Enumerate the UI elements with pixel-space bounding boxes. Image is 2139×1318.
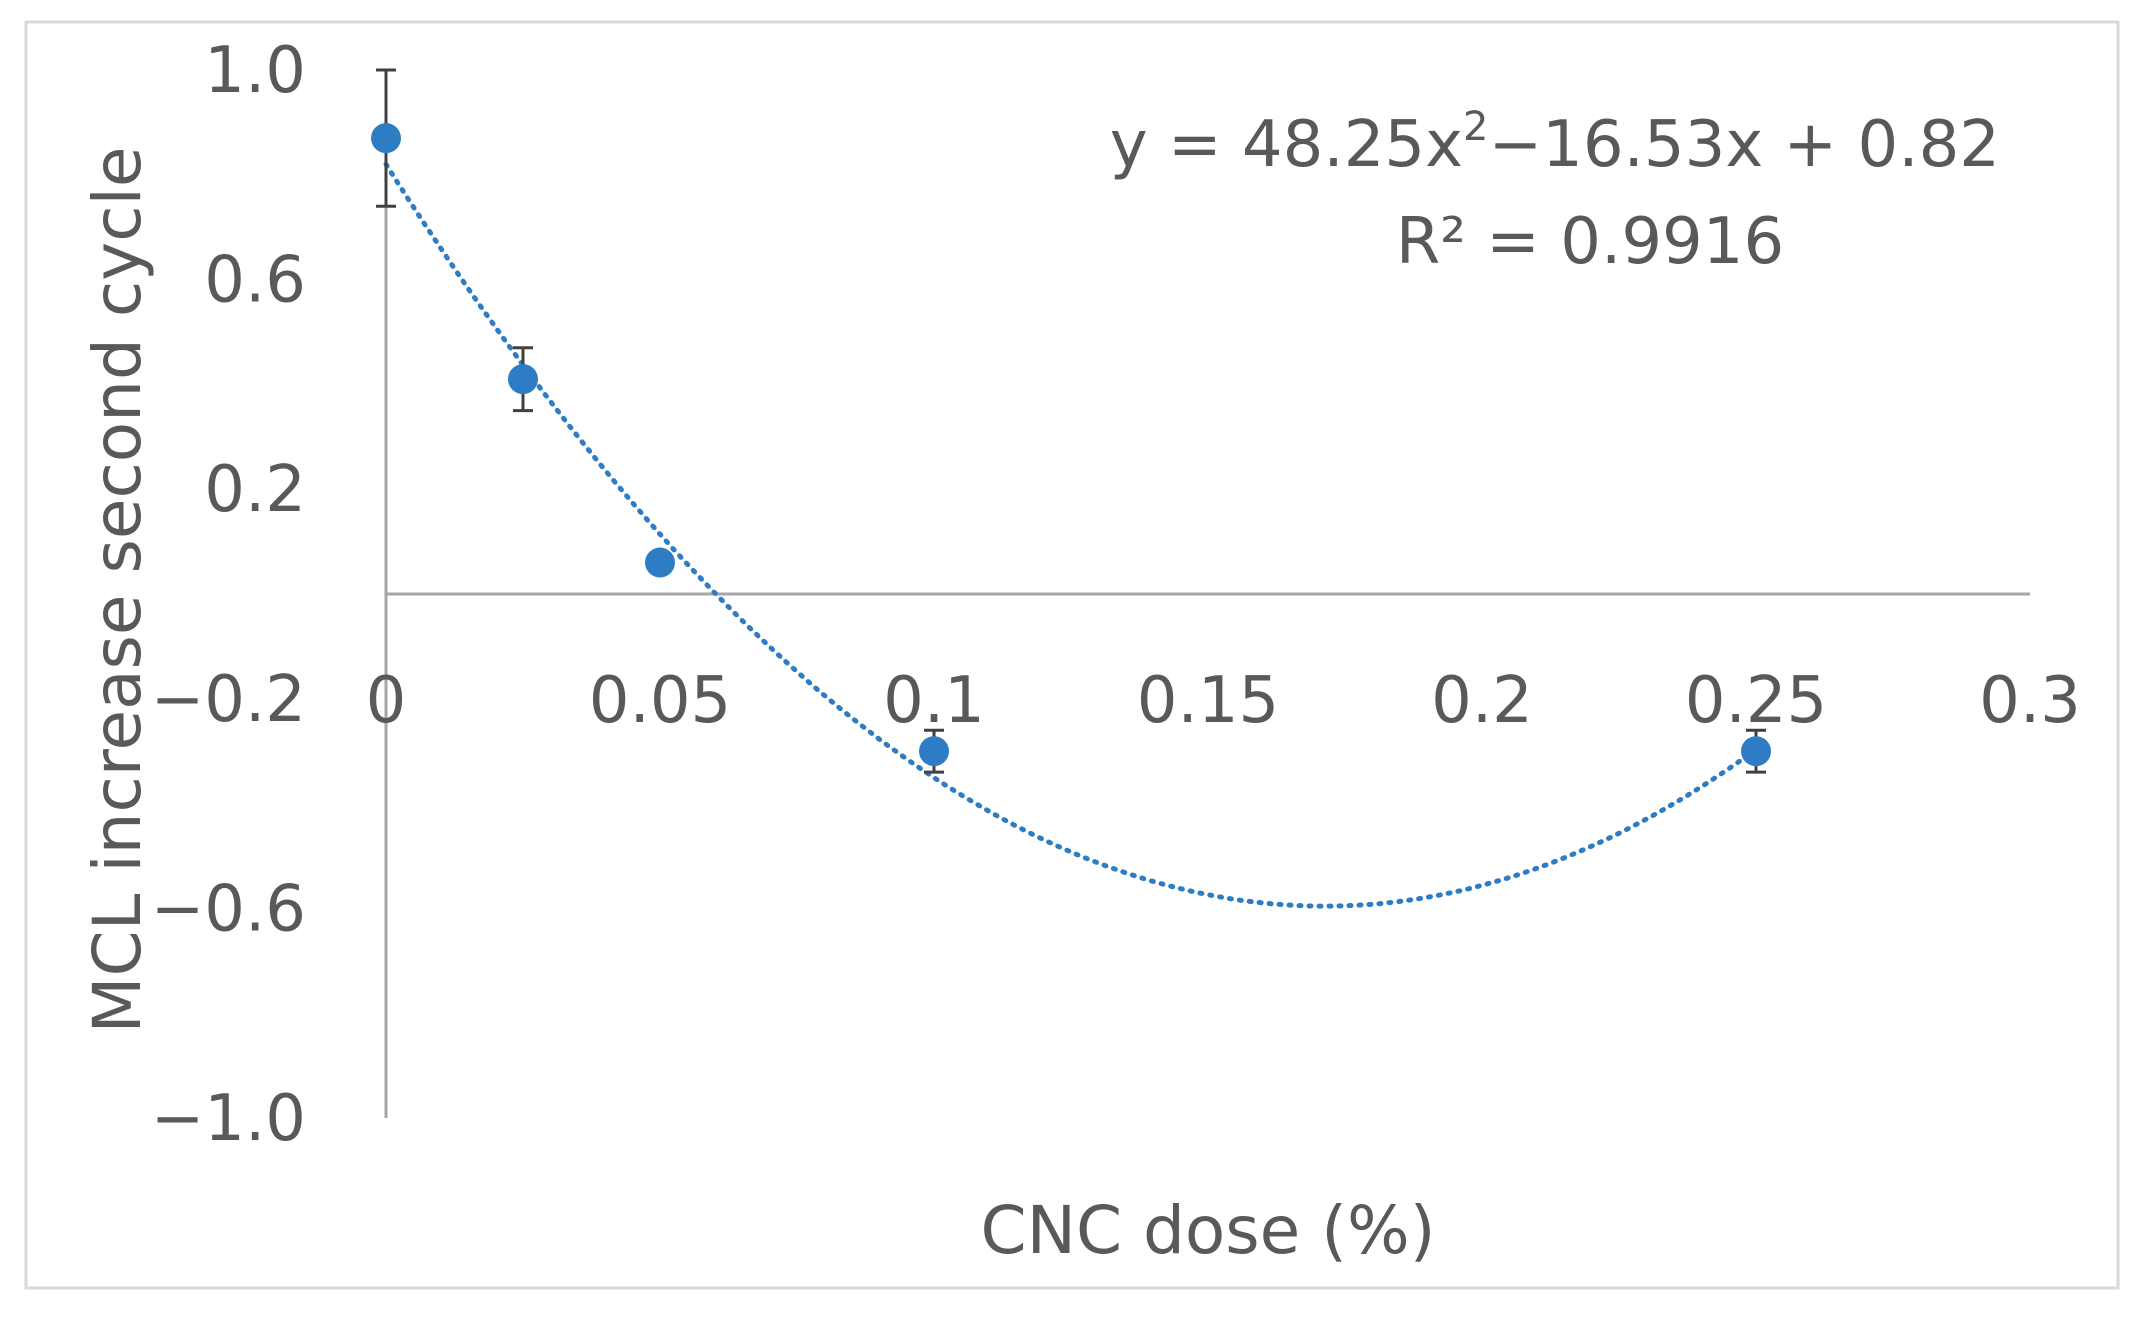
trendline-path [383,161,1759,909]
x-axis-title: CNC dose (%) [981,1192,1436,1269]
y-tick-label: −0.6 [151,872,306,946]
equation-superscript: 2 [1463,104,1488,150]
tick-labels-group: 0 0.05 0.1 0.15 0.2 0.25 0.3 1.0 0.6 0.2 −0.2 −0.6 −… [151,34,2081,1156]
r-squared-label: R² = 0.9916 [1396,205,1784,279]
y-tick-label: −1.0 [151,1082,306,1156]
x-tick-label: 0.2 [1431,664,1533,738]
data-point [645,547,675,578]
y-tick-label: 0.2 [204,453,306,527]
data-point [1741,736,1771,767]
chart-frame [24,20,2120,1290]
data-point [508,364,538,395]
x-tick-label: 0.1 [883,664,985,738]
x-tick-label: 0.05 [589,664,732,738]
data-points-group [371,123,1771,767]
x-tick-label: 0.25 [1685,664,1828,738]
x-tick-label: 0 [366,664,407,738]
y-tick-label: 0.6 [204,244,306,318]
equation-prefix: y = 48.25x [1110,108,1463,182]
data-point [371,123,401,154]
trendline-group [383,161,1759,909]
axes-group [384,70,2030,1118]
x-tick-label: 0.3 [1979,664,2081,738]
data-point [919,736,949,767]
y-tick-label: −0.2 [151,663,306,737]
y-tick-label: 1.0 [204,34,306,108]
x-tick-label: 0.15 [1137,664,1280,738]
equation-suffix: −16.53x + 0.82 [1488,108,2000,182]
trendline-equation: y = 48.25x2−16.53x + 0.82 [1110,104,2000,182]
y-axis-title: MCL increase second cycle [79,147,156,1034]
